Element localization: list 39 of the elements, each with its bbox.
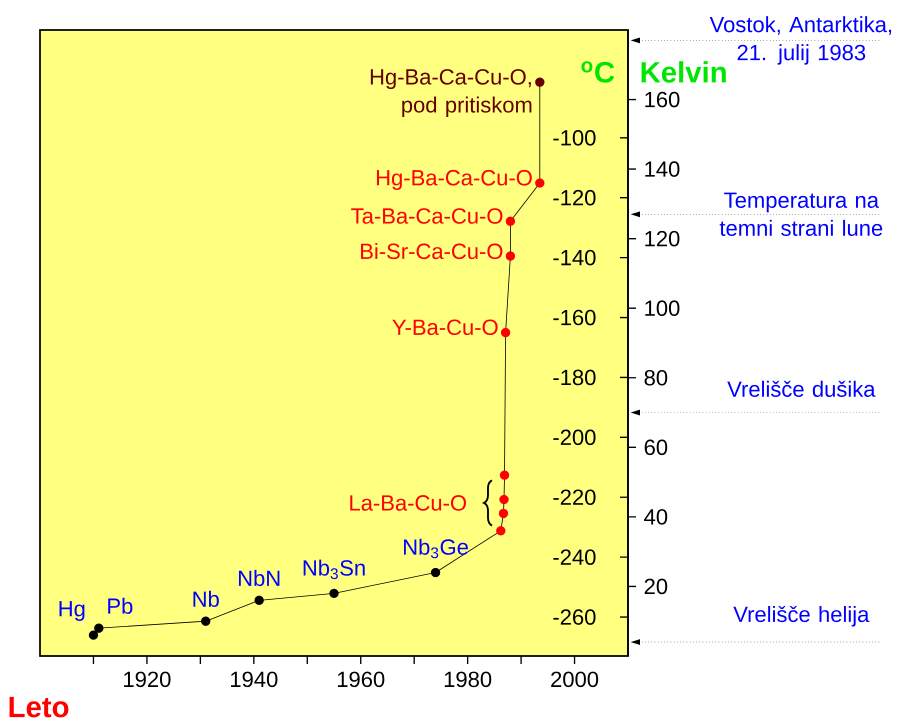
y-tick-label: 60 <box>644 440 668 456</box>
y-tick-label: 120 <box>645 230 680 246</box>
y2-tick-label: -120 <box>553 190 596 206</box>
annotation: Hg-Ba-Ca-Cu-O, pod pritiskom <box>370 69 532 118</box>
x-tick-label: 1960 <box>338 672 384 688</box>
annotation: Hg-Ba-Ca-Cu-O <box>376 170 532 190</box>
x-axis-title: Leto <box>10 696 68 718</box>
annotation: Ta-Ba-Ca-Cu-O <box>351 208 502 224</box>
annotation: Pb <box>108 598 132 614</box>
y-tick-label: 80 <box>644 370 668 386</box>
y2-tick-label: -260 <box>553 609 596 625</box>
annotation: La-Ba-Cu-O <box>350 495 466 511</box>
y2-axis-title: $^{o}$C <box>581 61 614 83</box>
y2-tick-label: -200 <box>553 430 596 446</box>
y2-tick-label: -160 <box>553 310 596 326</box>
annotation: Bi-Sr-Ca-Cu-O <box>361 242 502 260</box>
y-tick-label: 160 <box>645 92 680 108</box>
annotation: Hg <box>60 601 84 621</box>
x-tick-label: 1980 <box>444 672 492 688</box>
y2-tick-label: -100 <box>553 130 596 146</box>
y-tick-label: 20 <box>644 578 668 594</box>
x-tick-label: 2000 <box>551 672 598 688</box>
annotation: Nb$_{3}$Ge <box>404 538 468 558</box>
ref-line-label: Vrelišče dušika <box>727 380 876 397</box>
annotation: Nb <box>193 590 219 607</box>
y2-tick-label: -140 <box>553 250 596 266</box>
x-tick-label: 1920 <box>124 672 171 688</box>
annotation: NbN <box>238 570 280 586</box>
y2-tick-label: -180 <box>553 370 596 386</box>
annotation: Y-Ba-Cu-O <box>392 319 498 336</box>
ref-line-label: Temperatura na temni strani lune <box>720 192 882 236</box>
y2-tick-label: -220 <box>553 489 596 506</box>
y-tick-label: 40 <box>644 509 668 525</box>
y-tick-label: 140 <box>645 161 680 177</box>
y2-tick-label: -240 <box>553 549 596 565</box>
y-tick-label: 100 <box>645 300 680 316</box>
x-tick-label: 1940 <box>231 672 278 688</box>
ref-line-label: Vrelišče helija <box>733 606 870 626</box>
annotation: Nb$_{3}$Sn <box>304 560 365 580</box>
